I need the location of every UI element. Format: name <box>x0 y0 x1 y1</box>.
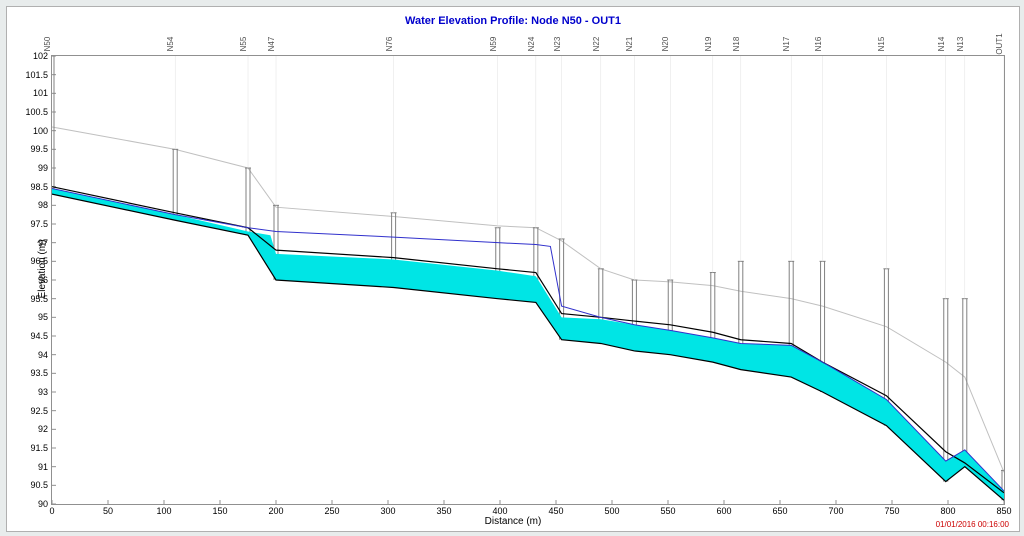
node-label: N16 <box>814 37 823 52</box>
y-tick: 91.5 <box>30 443 52 453</box>
node-label: N55 <box>239 37 248 52</box>
y-axis-label: Elevation (m) <box>37 240 48 299</box>
x-tick: 600 <box>716 504 731 516</box>
x-tick: 250 <box>324 504 339 516</box>
x-tick: 350 <box>436 504 451 516</box>
node-label: N13 <box>956 37 965 52</box>
node-label: N18 <box>732 37 741 52</box>
node-label: N20 <box>661 37 670 52</box>
x-tick: 400 <box>492 504 507 516</box>
x-tick: 100 <box>156 504 171 516</box>
y-tick: 99.5 <box>30 144 52 154</box>
chart-panel: Water Elevation Profile: Node N50 - OUT1… <box>6 6 1020 532</box>
y-tick: 95.5 <box>30 294 52 304</box>
x-tick: 700 <box>828 504 843 516</box>
x-tick: 450 <box>548 504 563 516</box>
x-tick: 150 <box>212 504 227 516</box>
y-tick: 93 <box>38 387 52 397</box>
y-tick: 98.5 <box>30 182 52 192</box>
y-tick: 100.5 <box>25 107 52 117</box>
y-tick: 96.5 <box>30 256 52 266</box>
x-tick: 850 <box>996 504 1011 516</box>
node-label: N22 <box>592 37 601 52</box>
y-tick: 92.5 <box>30 406 52 416</box>
y-tick: 94 <box>38 350 52 360</box>
x-tick: 50 <box>103 504 113 516</box>
node-label: N76 <box>385 37 394 52</box>
y-tick: 92 <box>38 424 52 434</box>
chart-title: Water Elevation Profile: Node N50 - OUT1 <box>7 15 1019 27</box>
node-label: N50 <box>43 37 52 52</box>
node-label: N23 <box>553 37 562 52</box>
plot-area: 0501001502002503003504004505005506006507… <box>51 55 1005 505</box>
node-label: N17 <box>782 37 791 52</box>
node-label: N15 <box>877 37 886 52</box>
node-label: N47 <box>267 37 276 52</box>
y-tick: 102 <box>33 51 52 61</box>
x-tick: 300 <box>380 504 395 516</box>
node-label: N19 <box>704 37 713 52</box>
x-axis-label: Distance (m) <box>7 516 1019 527</box>
y-tick: 98 <box>38 200 52 210</box>
y-tick: 90.5 <box>30 480 52 490</box>
node-label: N24 <box>527 37 536 52</box>
y-tick: 93.5 <box>30 368 52 378</box>
y-tick: 100 <box>33 126 52 136</box>
x-tick: 650 <box>772 504 787 516</box>
y-tick: 97 <box>38 238 52 248</box>
x-tick: 800 <box>940 504 955 516</box>
y-tick: 99 <box>38 163 52 173</box>
node-label: N54 <box>166 37 175 52</box>
node-label: N59 <box>489 37 498 52</box>
y-tick: 96 <box>38 275 52 285</box>
y-tick: 97.5 <box>30 219 52 229</box>
profile-svg <box>52 56 1004 504</box>
x-tick: 750 <box>884 504 899 516</box>
x-tick: 500 <box>604 504 619 516</box>
node-label: OUT1 <box>995 33 1004 54</box>
y-tick: 101 <box>33 88 52 98</box>
y-tick: 101.5 <box>25 70 52 80</box>
y-tick: 94.5 <box>30 331 52 341</box>
node-label: N14 <box>937 37 946 52</box>
x-tick: 200 <box>268 504 283 516</box>
timestamp: 01/01/2016 00:16:00 <box>936 520 1009 529</box>
y-tick: 91 <box>38 462 52 472</box>
node-label: N21 <box>625 37 634 52</box>
y-tick: 95 <box>38 312 52 322</box>
x-tick: 550 <box>660 504 675 516</box>
y-tick: 90 <box>38 499 52 509</box>
